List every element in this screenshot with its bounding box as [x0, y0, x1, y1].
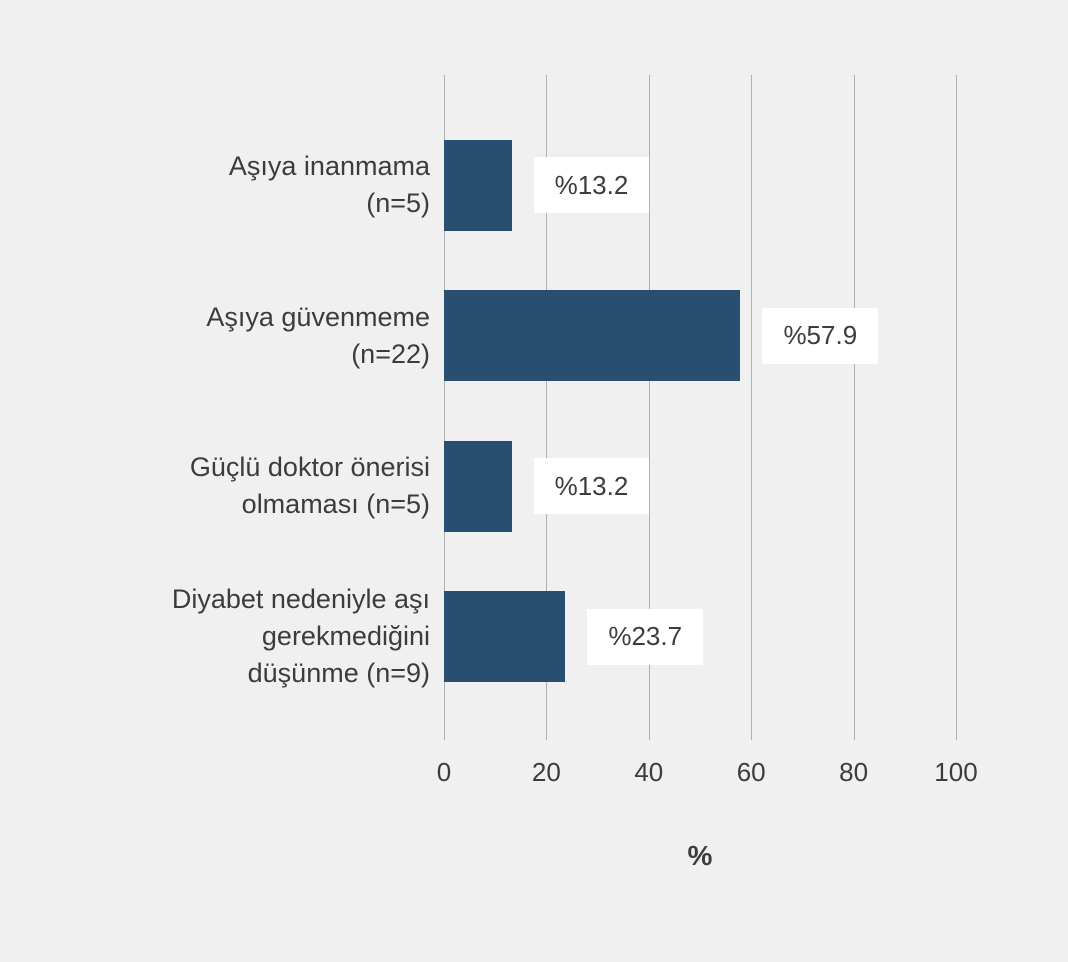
x-axis-title: %	[687, 840, 713, 871]
value-label-0: %13.2	[533, 157, 650, 213]
gridline-x-60	[751, 75, 753, 740]
bar-3	[444, 591, 566, 682]
category-label-1: Aşıya güvenmeme (n=22)	[206, 301, 430, 369]
gridline-x-0	[444, 75, 445, 740]
bar-1	[444, 290, 741, 381]
gridline-x-40	[648, 75, 650, 740]
x-tick-label-20: 20	[531, 757, 561, 787]
value-label-1: %57.9	[762, 307, 879, 364]
category-label-2: Güçlü doktor önerisi olmaması (n=5)	[189, 452, 430, 519]
value-label-2: %13.2	[533, 458, 650, 514]
plot-area: %13.2 %57.9 %13.2 %23.7	[444, 75, 957, 740]
gridline-x-80	[853, 75, 855, 740]
bar-0	[444, 139, 512, 231]
x-tick-label-80: 80	[839, 757, 869, 787]
x-tick-label-40: 40	[634, 757, 664, 787]
value-label-3: %23.7	[587, 608, 704, 665]
gridline-x-100	[956, 75, 957, 740]
category-label-0: Aşıya inanmama (n=5)	[228, 151, 430, 218]
x-tick-label-0: 0	[436, 757, 452, 787]
bar-2	[444, 440, 512, 532]
x-tick-label-60: 60	[736, 757, 766, 787]
gridline-x-20	[546, 75, 548, 740]
category-label-3: Diyabet nedeniyle aşı gerekmediğini düşünm…	[171, 584, 430, 688]
x-tick-label-100: 100	[934, 757, 978, 787]
